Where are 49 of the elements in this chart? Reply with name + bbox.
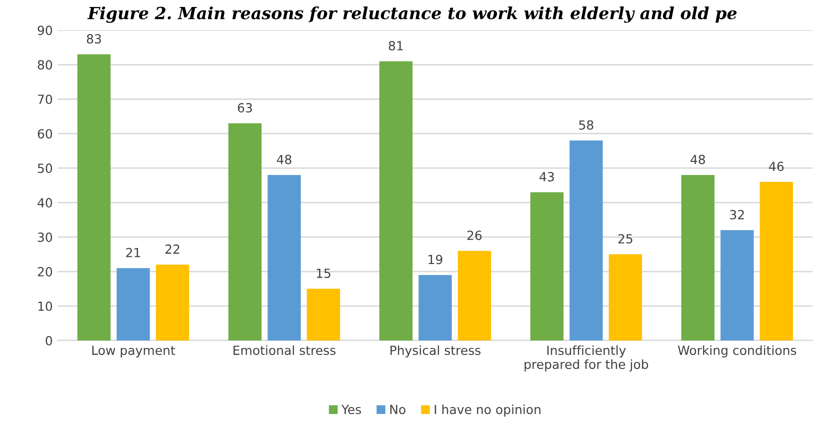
data-label: 32 [730, 210, 744, 220]
legend-label: No [390, 404, 406, 414]
bar [760, 182, 793, 340]
y-tick-label: 70 [38, 94, 52, 104]
y-tick-label: 80 [38, 60, 52, 70]
data-label: 22 [165, 244, 180, 254]
x-tick-label: Insufficiently prepared for the job [524, 345, 648, 372]
bar [458, 250, 492, 340]
data-label: 48 [690, 154, 705, 164]
bar [379, 61, 413, 340]
bar [608, 254, 642, 340]
data-label: 58 [579, 120, 594, 130]
bar [681, 174, 714, 340]
bar [268, 174, 301, 340]
data-label: 26 [467, 230, 482, 240]
y-tick-label: 0 [46, 336, 52, 346]
bar [116, 268, 150, 340]
bar [77, 54, 111, 340]
legend-label: I have no opinion [434, 404, 540, 417]
x-tick-label: Working conditions [678, 345, 796, 358]
data-label: 25 [618, 234, 632, 244]
y-tick-label: 20 [38, 267, 52, 276]
data-label: 19 [428, 254, 442, 264]
data-label: 21 [126, 248, 140, 258]
x-tick-label: Low payment [92, 346, 176, 358]
legend-label: Yes [341, 404, 361, 414]
data-label: 15 [316, 268, 330, 278]
bar [418, 274, 452, 340]
chart-title: Figure 2. Main reasons for reluctance to work with elderly and old pe [87, 6, 737, 23]
bar [530, 192, 564, 340]
bar [570, 140, 603, 340]
data-label: 83 [86, 34, 101, 44]
y-tick-label: 90 [38, 26, 52, 36]
y-tick-label: 30 [38, 232, 52, 242]
data-label: 63 [238, 103, 252, 113]
x-tick-label: Physical stress [390, 345, 480, 358]
data-label: 43 [540, 172, 554, 182]
bar [156, 264, 190, 340]
y-tick-label: 60 [38, 129, 52, 139]
data-label: 46 [769, 162, 784, 172]
x-tick-label: Emotional stress [234, 345, 336, 356]
y-tick-label: 10 [38, 301, 52, 311]
bar [720, 230, 754, 340]
data-label: 48 [276, 154, 292, 164]
bar [228, 123, 262, 340]
bar [306, 288, 340, 340]
y-tick-label: 40 [38, 198, 52, 208]
y-tick-label: 50 [38, 164, 52, 174]
data-label: 81 [388, 40, 403, 50]
